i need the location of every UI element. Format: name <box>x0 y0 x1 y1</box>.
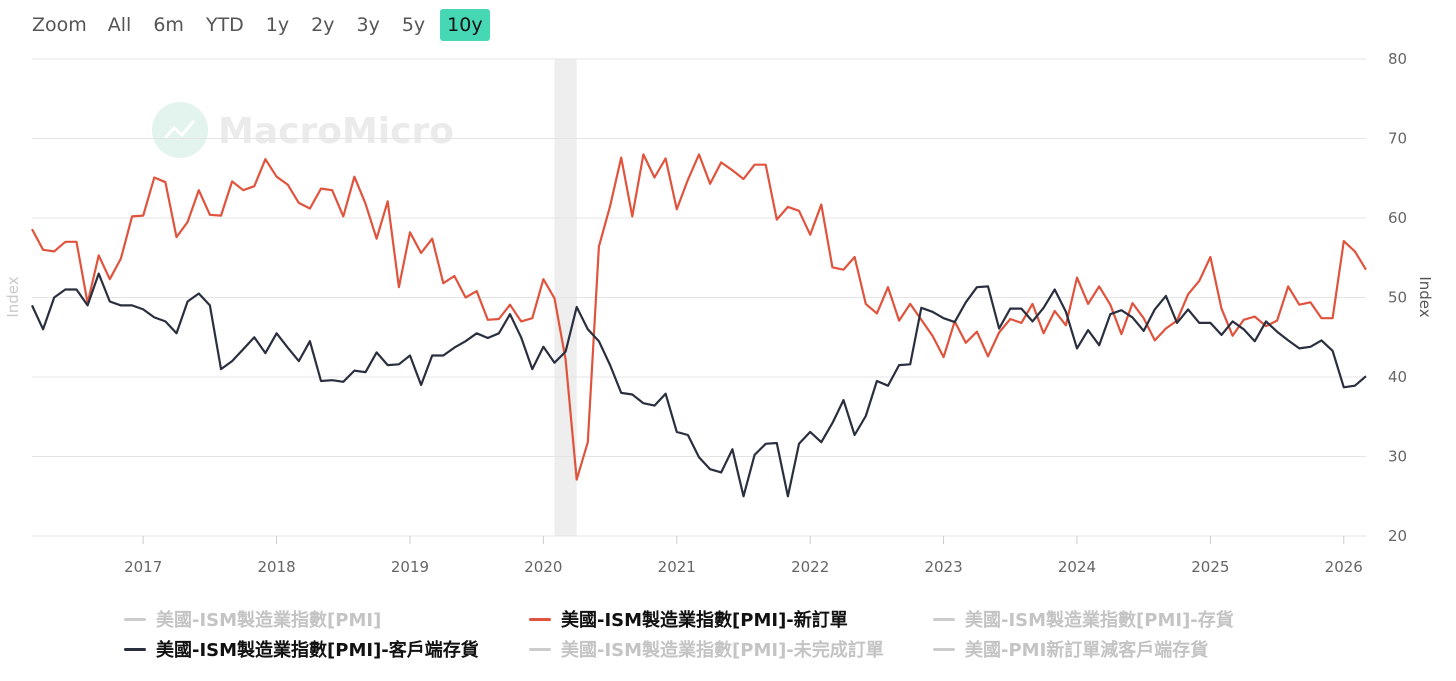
range-selector: Zoom All 6m YTD 1y 2y 3y 5y 10y <box>22 8 494 42</box>
legend-item-customer-inventories[interactable]: 美國-ISM製造業指數[PMI]-客戶端存貨 <box>124 634 479 664</box>
legend-swatch <box>529 647 551 651</box>
range-button-1y[interactable]: 1y <box>265 14 290 36</box>
y-axis-right-ticks: 20 30 40 50 60 70 80 <box>1388 50 1407 545</box>
range-button-10y[interactable]: 10y <box>440 9 490 41</box>
range-button-all[interactable]: All <box>107 14 132 36</box>
x-tick-label: 2025 <box>1191 558 1229 576</box>
legend-label: 美國-ISM製造業指數[PMI]-新訂單 <box>561 610 848 631</box>
legend-label: 美國-ISM製造業指數[PMI]-客戶端存貨 <box>156 640 479 661</box>
legend-label: 美國-ISM製造業指數[PMI]-存貨 <box>965 610 1234 631</box>
range-button-2y[interactable]: 2y <box>311 14 335 36</box>
range-button-5y[interactable]: 5y <box>401 14 426 36</box>
y-tick-label: 30 <box>1388 448 1407 466</box>
series-layer <box>31 153 1367 498</box>
legend-label: 美國-ISM製造業指數[PMI] <box>156 610 382 631</box>
y-tick-label: 70 <box>1388 130 1407 148</box>
y-axis-right-title: Index <box>1416 276 1434 317</box>
legend-item-backlog-orders[interactable]: 美國-ISM製造業指數[PMI]-未完成訂單 <box>529 634 884 664</box>
series-line-customer-inventories <box>31 272 1367 498</box>
legend-swatch <box>933 617 955 621</box>
y-tick-label: 50 <box>1388 289 1407 307</box>
legend-swatch <box>124 647 146 651</box>
watermark-logo-icon <box>152 102 208 158</box>
legend-label: 美國-PMI新訂單減客戶端存貨 <box>965 640 1209 661</box>
y-tick-label: 80 <box>1388 50 1407 68</box>
zoom-label: Zoom <box>32 14 87 36</box>
x-tick-label: 2026 <box>1325 558 1363 576</box>
series-line-new-orders <box>31 153 1367 481</box>
y-tick-label: 20 <box>1388 527 1407 545</box>
legend-item-new-orders[interactable]: 美國-ISM製造業指數[PMI]-新訂單 <box>529 604 848 634</box>
x-tick-label: 2018 <box>257 558 295 576</box>
legend-item-inventories[interactable]: 美國-ISM製造業指數[PMI]-存貨 <box>933 604 1234 634</box>
legend-swatch <box>124 617 146 621</box>
legend-item-pmi[interactable]: 美國-ISM製造業指數[PMI] <box>124 604 381 634</box>
x-tick-label: 2019 <box>391 558 429 576</box>
x-tick-label: 2017 <box>124 558 162 576</box>
watermark: MacroMicro <box>152 102 454 158</box>
watermark-text: MacroMicro <box>218 111 454 152</box>
legend-label: 美國-ISM製造業指數[PMI]-未完成訂單 <box>561 640 884 661</box>
x-axis-ticks: 2017 2018 2019 2020 2021 2022 2023 2024 2025 2026 <box>124 536 1363 576</box>
legend-swatch <box>529 617 551 621</box>
x-tick-label: 2022 <box>791 558 829 576</box>
x-tick-label: 2023 <box>924 558 962 576</box>
range-button-6m[interactable]: 6m <box>153 14 184 36</box>
y-axis-left-title: Index <box>4 276 22 317</box>
x-tick-label: 2024 <box>1058 558 1096 576</box>
legend-item-new-orders-minus-customer-inventories[interactable]: 美國-PMI新訂單減客戶端存貨 <box>933 634 1208 664</box>
x-tick-label: 2021 <box>658 558 696 576</box>
range-button-3y[interactable]: 3y <box>356 14 380 36</box>
gridlines <box>32 58 1366 537</box>
watermark-logo-chart-icon <box>163 120 196 140</box>
y-tick-label: 60 <box>1388 209 1407 227</box>
y-tick-label: 40 <box>1388 368 1407 386</box>
range-button-ytd[interactable]: YTD <box>205 14 244 36</box>
x-tick-label: 2020 <box>524 558 562 576</box>
legend-swatch <box>933 647 955 651</box>
